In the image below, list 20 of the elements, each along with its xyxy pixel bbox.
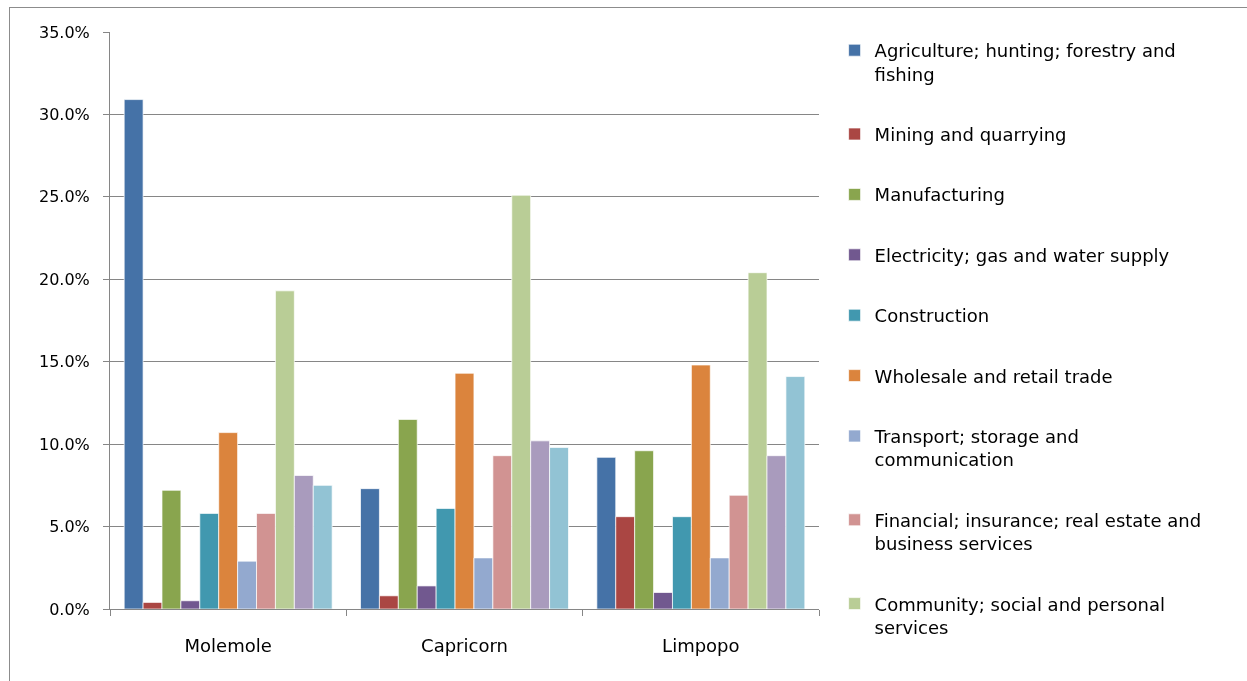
legend-label: Manufacturing xyxy=(874,184,1005,206)
y-tick-label: 30.0% xyxy=(38,105,90,125)
legend-label: Construction xyxy=(874,305,990,327)
y-tick-label: 0.0% xyxy=(49,599,90,619)
legend-label: Community; social and personal services xyxy=(874,593,1165,639)
y-tick-label: 35.0% xyxy=(38,22,90,42)
legend-label: Financial; insurance; real estate and business services xyxy=(874,509,1202,555)
legend-label: Transport; storage and communication xyxy=(873,426,1079,471)
legend-label: Mining and quarrying xyxy=(874,124,1067,146)
x-tick-label: Capricorn xyxy=(421,634,508,656)
legend-label: Wholesale and retail trade xyxy=(874,365,1113,387)
y-tick-label: 20.0% xyxy=(38,269,90,289)
legend-label: Agriculture; hunting; forestry and fishing xyxy=(874,40,1176,85)
x-tick-label: Limpopo xyxy=(662,634,740,656)
y-tick-label: 10.0% xyxy=(38,434,90,454)
y-tick-label: 25.0% xyxy=(38,187,90,207)
y-tick-label: 15.0% xyxy=(38,352,90,372)
x-tick-label: Molemole xyxy=(184,634,272,656)
legend-label: Electricity; gas and water supply xyxy=(874,244,1170,266)
y-tick-label: 5.0% xyxy=(49,517,90,537)
